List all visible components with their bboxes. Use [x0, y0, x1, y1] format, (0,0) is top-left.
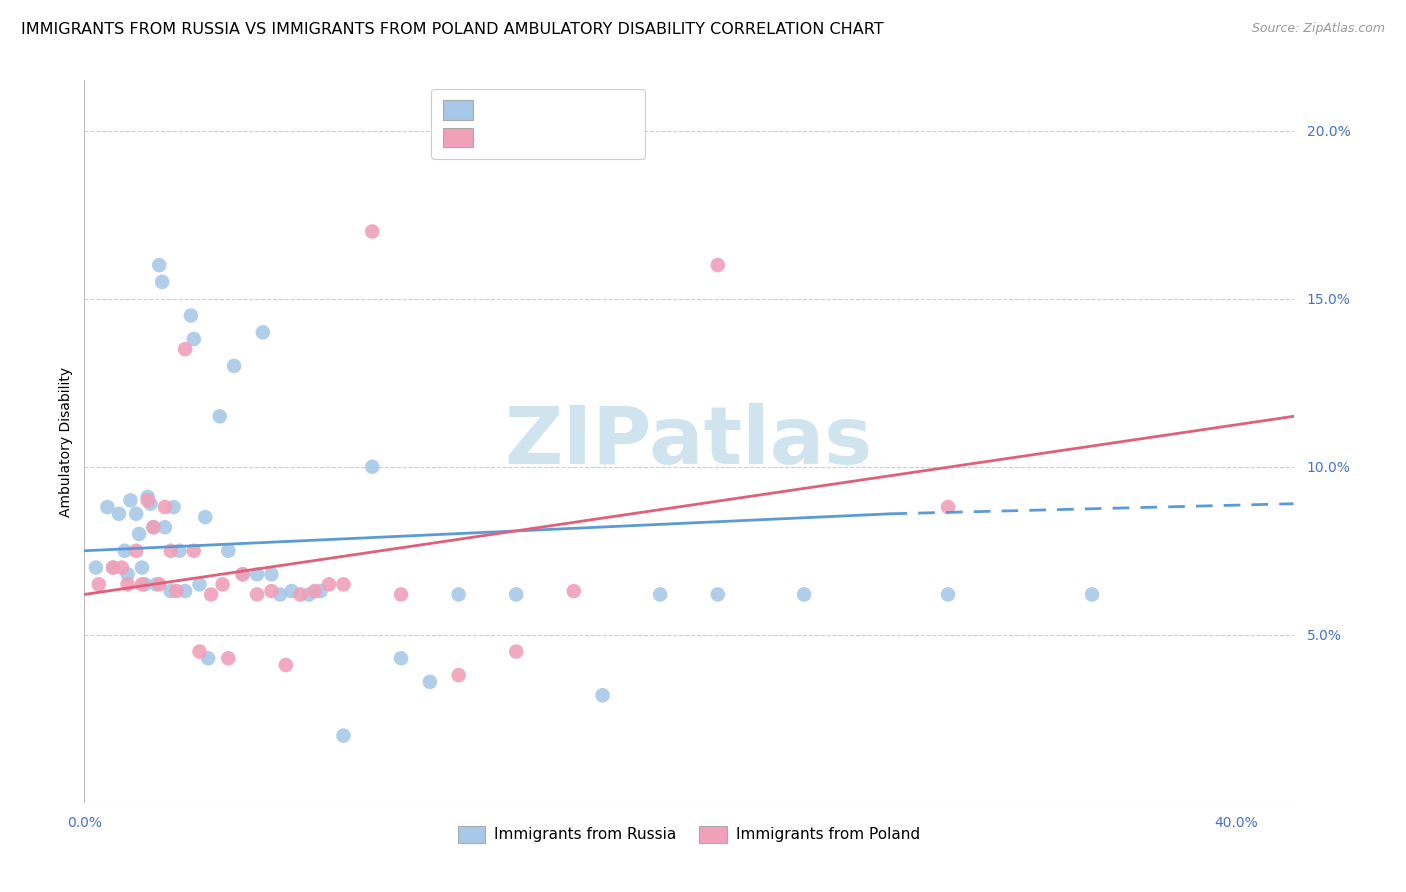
Point [87, 577, 110, 591]
Point [159, 543, 181, 558]
Point [131, 560, 153, 574]
Point [166, 584, 188, 599]
Point [117, 577, 139, 591]
Point [447, 587, 470, 601]
Point [111, 560, 134, 574]
Point [150, 275, 173, 289]
Point [125, 543, 148, 558]
Point [153, 520, 176, 534]
Point [232, 567, 254, 582]
Point [447, 668, 470, 682]
Point [153, 500, 176, 514]
Point [197, 651, 219, 665]
Point [246, 567, 269, 582]
Point [562, 584, 585, 599]
Text: R =: R = [478, 119, 513, 137]
Point [290, 587, 312, 601]
Point [101, 560, 124, 574]
Point [936, 587, 959, 601]
Text: Source: ZipAtlas.com: Source: ZipAtlas.com [1251, 22, 1385, 36]
Point [793, 587, 815, 601]
Point [131, 577, 153, 591]
Point [142, 520, 165, 534]
Text: 33: 33 [599, 119, 621, 137]
Point [139, 497, 162, 511]
Point [194, 510, 217, 524]
Point [298, 587, 321, 601]
Point [592, 688, 614, 702]
Point [419, 674, 441, 689]
Point [260, 584, 283, 599]
Point [309, 584, 332, 599]
Point [169, 543, 191, 558]
Point [142, 520, 165, 534]
Point [505, 644, 527, 658]
Point [183, 543, 205, 558]
Point [108, 507, 131, 521]
Point [162, 500, 184, 514]
Point [280, 584, 302, 599]
Point [180, 309, 202, 323]
Point [174, 342, 197, 356]
Point [706, 587, 728, 601]
Point [174, 584, 197, 599]
Point [505, 587, 527, 601]
Point [114, 543, 136, 558]
Point [120, 493, 142, 508]
Point [936, 500, 959, 514]
Point [252, 326, 274, 340]
Point [389, 651, 412, 665]
Point [188, 577, 211, 591]
Point [183, 332, 205, 346]
Point [361, 225, 384, 239]
Point [332, 577, 354, 591]
Point [1081, 587, 1104, 601]
Point [304, 584, 326, 599]
Point [136, 490, 159, 504]
Point [650, 587, 672, 601]
Text: N =: N = [562, 119, 609, 137]
Point [117, 567, 139, 582]
Point [260, 567, 283, 582]
Point [217, 543, 239, 558]
Point [101, 560, 124, 574]
Point [246, 587, 269, 601]
Point [125, 507, 148, 521]
Text: IMMIGRANTS FROM RUSSIA VS IMMIGRANTS FROM POLAND AMBULATORY DISABILITY CORRELATI: IMMIGRANTS FROM RUSSIA VS IMMIGRANTS FRO… [21, 22, 884, 37]
Point [136, 493, 159, 508]
Point [200, 587, 222, 601]
Point [188, 644, 211, 658]
Text: 50: 50 [599, 95, 621, 114]
Point [222, 359, 245, 373]
Point [84, 560, 107, 574]
Text: ZIPatlas: ZIPatlas [505, 402, 873, 481]
Point [159, 584, 181, 599]
Point [148, 577, 170, 591]
Point [332, 729, 354, 743]
Point [274, 658, 297, 673]
Text: N =: N = [562, 95, 609, 114]
Point [208, 409, 231, 424]
Point [389, 587, 412, 601]
Text: 0.385: 0.385 [513, 119, 567, 137]
Point [217, 651, 239, 665]
Text: 0.052: 0.052 [513, 95, 567, 114]
Point [145, 577, 167, 591]
Point [148, 258, 170, 272]
Point [128, 527, 150, 541]
Legend: Immigrants from Russia, Immigrants from Poland: Immigrants from Russia, Immigrants from … [451, 820, 927, 849]
Point [269, 587, 291, 601]
Point [706, 258, 728, 272]
Point [318, 577, 340, 591]
Point [232, 567, 254, 582]
Point [211, 577, 233, 591]
Point [361, 459, 384, 474]
Y-axis label: Ambulatory Disability: Ambulatory Disability [59, 367, 73, 516]
Point [96, 500, 118, 514]
Text: R =: R = [478, 95, 513, 114]
Point [134, 577, 156, 591]
